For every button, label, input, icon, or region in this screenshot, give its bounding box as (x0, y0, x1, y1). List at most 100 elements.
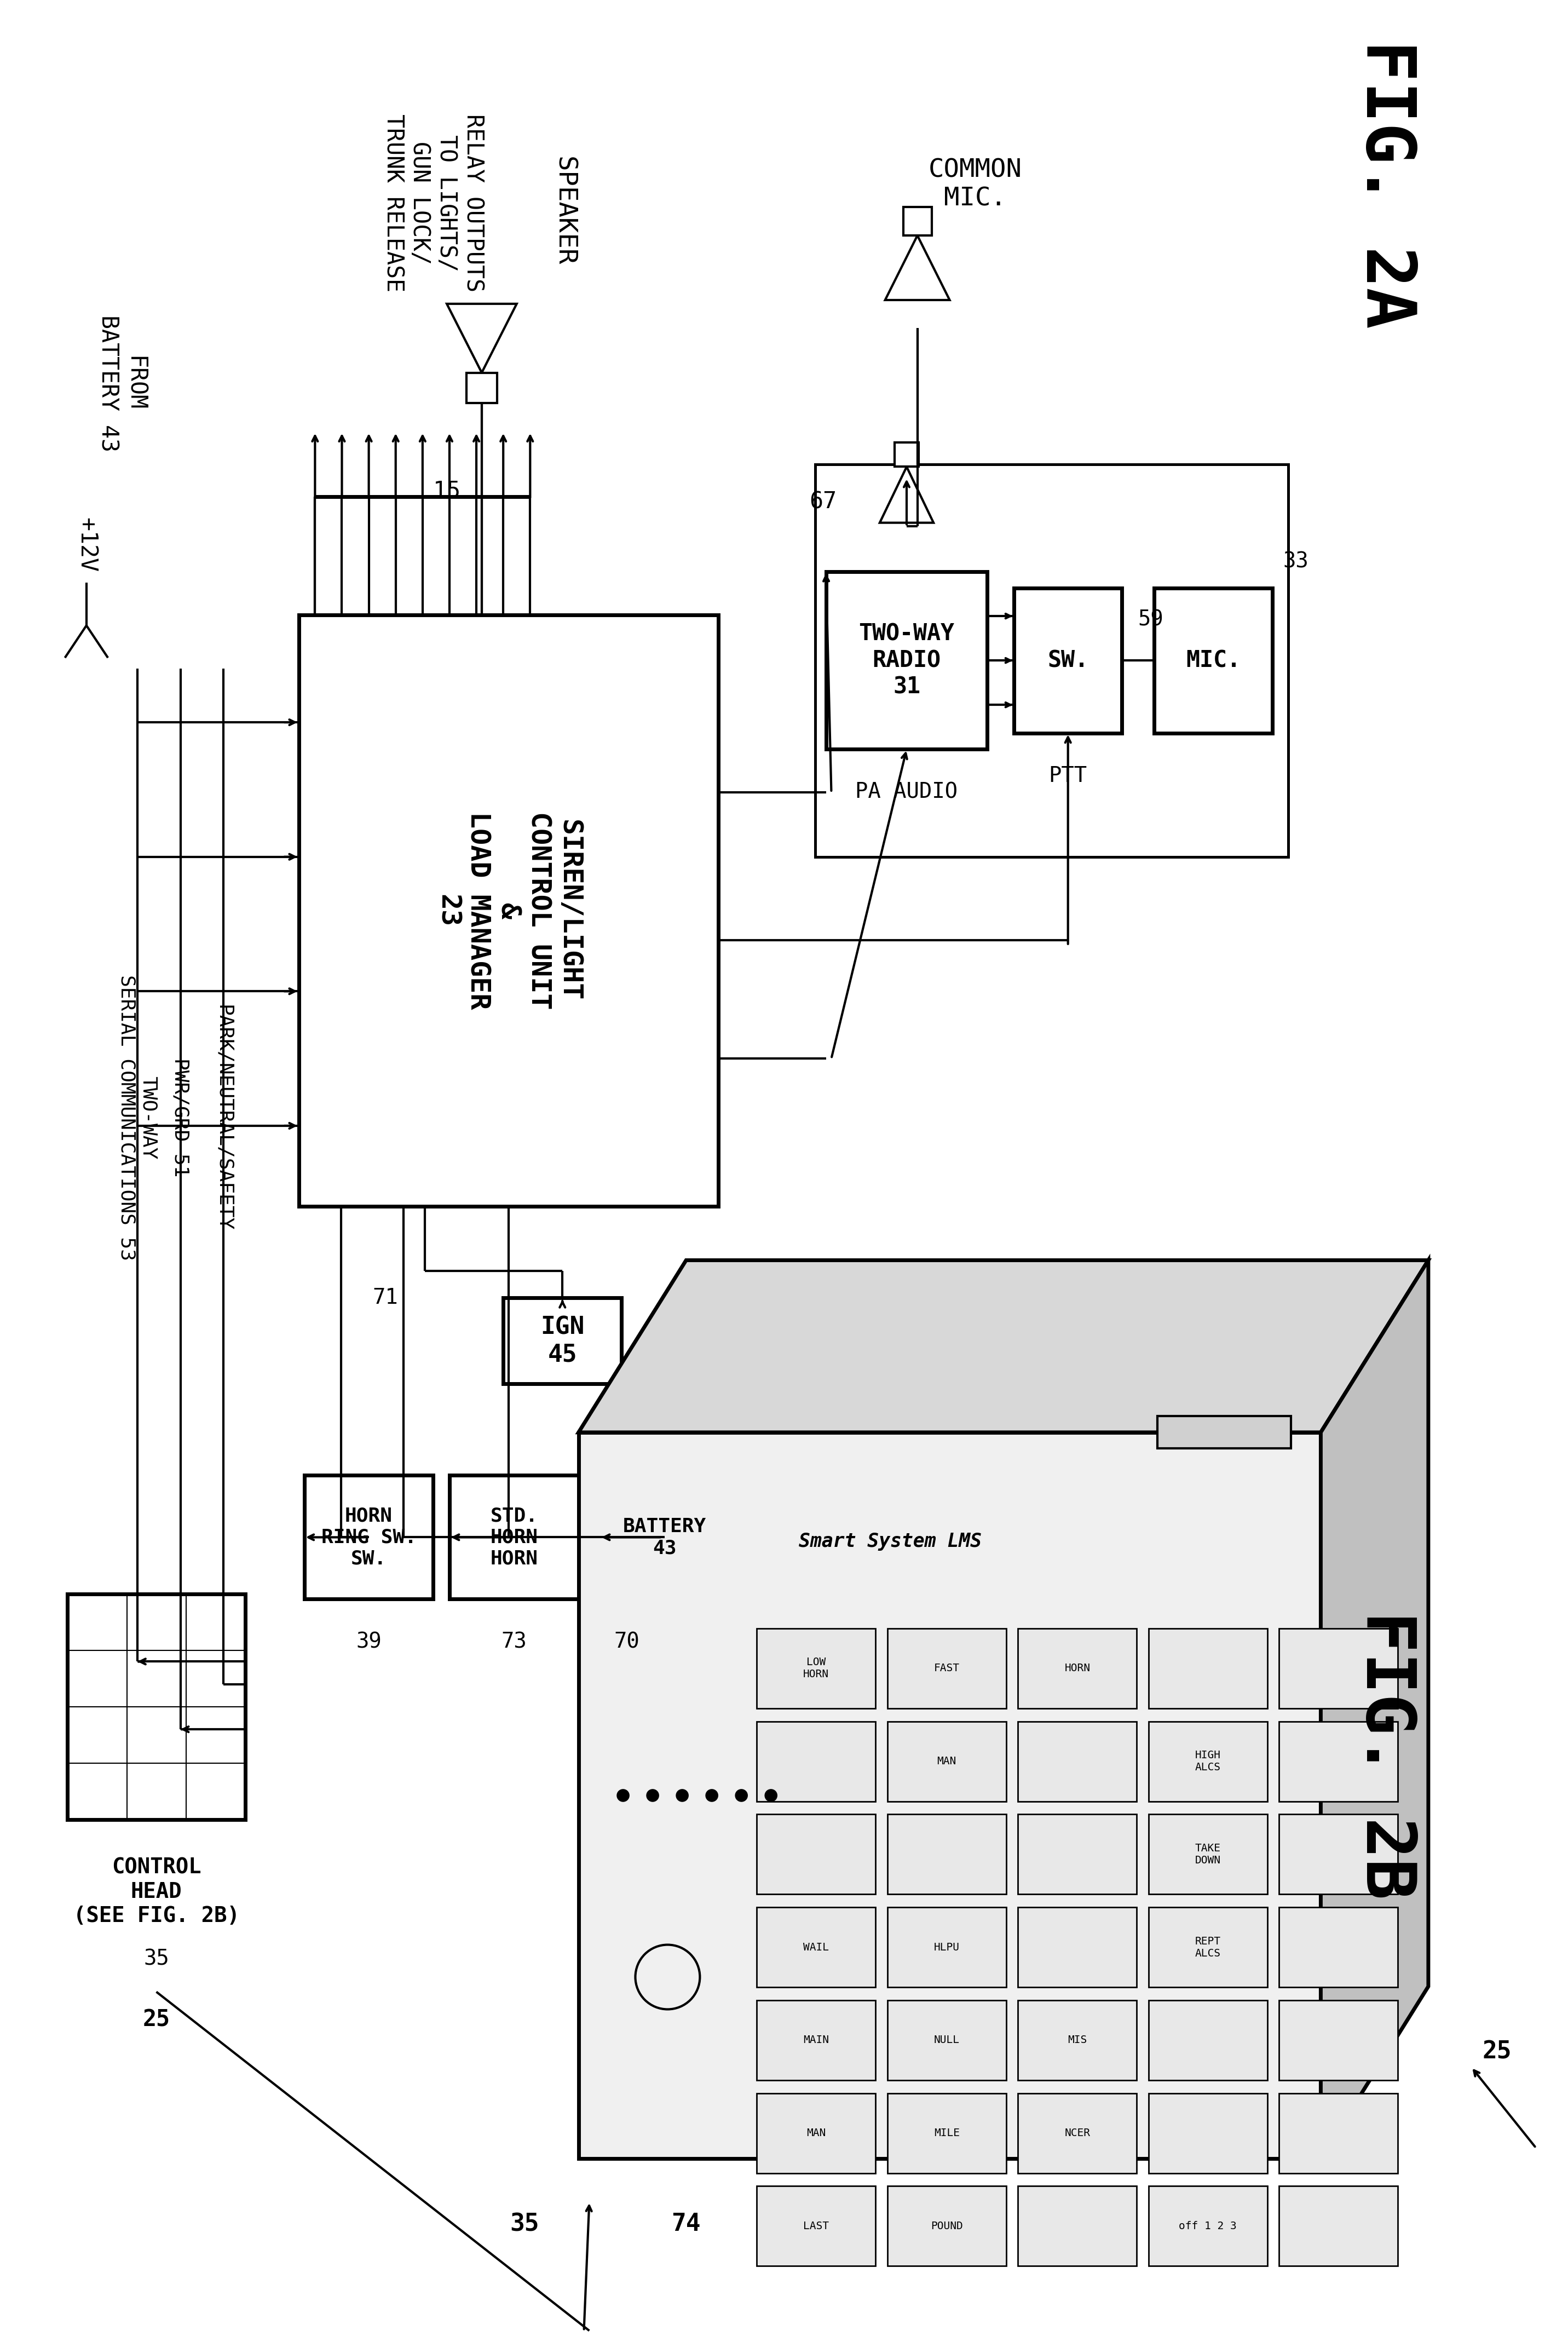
Bar (1018, 1815, 1137, 1895)
Bar (887, 2186, 1007, 2266)
Text: NCER: NCER (1065, 2127, 1090, 2139)
Circle shape (646, 1789, 659, 1801)
Bar (1157, 1416, 1290, 1449)
Bar (1149, 1907, 1267, 1986)
Text: POUND: POUND (930, 2221, 963, 2231)
Text: PA AUDIO: PA AUDIO (856, 782, 958, 803)
Bar (815, 465, 1289, 857)
Text: SIREN/LIGHT
CONTROL UNIT
&
LOAD MANAGER
23: SIREN/LIGHT CONTROL UNIT & LOAD MANAGER … (434, 812, 583, 1010)
Bar (1149, 2092, 1267, 2174)
Bar (67, 1594, 245, 1820)
Bar (895, 441, 919, 467)
Text: 35: 35 (510, 2212, 539, 2235)
Text: 73: 73 (502, 1632, 527, 1653)
Bar (1014, 587, 1121, 733)
Bar (757, 2000, 875, 2080)
Text: HIGH
ALCS: HIGH ALCS (1195, 1749, 1221, 1773)
Bar (1018, 1721, 1137, 1801)
Text: MIS: MIS (1068, 2036, 1087, 2045)
Bar (1018, 2092, 1137, 2174)
Bar (887, 1907, 1007, 1986)
Bar (757, 2186, 875, 2266)
Circle shape (706, 1789, 718, 1801)
Bar (1279, 1721, 1399, 1801)
Polygon shape (579, 1261, 1428, 1432)
Text: 15: 15 (433, 479, 461, 502)
Text: PTT: PTT (1049, 765, 1087, 787)
Text: 25: 25 (1482, 2040, 1512, 2064)
Text: NULL: NULL (935, 2036, 960, 2045)
Text: PWR/GRD 51: PWR/GRD 51 (171, 1059, 190, 1176)
Bar (757, 1907, 875, 1986)
Bar (503, 1298, 621, 1383)
Bar (757, 1815, 875, 1895)
Text: FIG. 2B: FIG. 2B (1352, 1611, 1419, 1900)
Bar (450, 1475, 579, 1599)
Text: SPEAKER: SPEAKER (552, 157, 577, 265)
Text: REPT
ALCS: REPT ALCS (1195, 1937, 1221, 1958)
Text: MAN: MAN (806, 2127, 826, 2139)
Bar (903, 207, 931, 235)
Bar (757, 2092, 875, 2174)
Bar (1018, 1907, 1137, 1986)
Bar (1149, 1815, 1267, 1895)
Text: TAKE
DOWN: TAKE DOWN (1195, 1843, 1221, 1867)
Circle shape (765, 1789, 778, 1801)
Text: 70: 70 (615, 1632, 640, 1653)
Text: 59: 59 (1138, 610, 1163, 629)
Bar (601, 1475, 729, 1599)
Text: Smart System LMS: Smart System LMS (798, 1531, 982, 1550)
Text: +12V: +12V (75, 517, 97, 573)
Bar (1018, 1630, 1137, 1709)
Text: BATTERY
43: BATTERY 43 (622, 1517, 706, 1557)
Text: WAIL: WAIL (803, 1942, 829, 1954)
Text: 74: 74 (671, 2212, 701, 2235)
Bar (1149, 1630, 1267, 1709)
Text: 39: 39 (356, 1632, 381, 1653)
Bar (1149, 1721, 1267, 1801)
Text: COMMON
MIC.: COMMON MIC. (928, 157, 1022, 211)
Bar (1279, 1630, 1399, 1709)
Polygon shape (1320, 1261, 1428, 2158)
Text: MAIN: MAIN (803, 2036, 829, 2045)
Text: IGN
45: IGN 45 (541, 1315, 585, 1367)
Text: 71: 71 (372, 1287, 398, 1308)
Text: SW.: SW. (1047, 648, 1088, 672)
Bar (1279, 1907, 1399, 1986)
Bar (887, 2092, 1007, 2174)
Bar (1279, 2000, 1399, 2080)
Text: 25: 25 (143, 2008, 169, 2031)
Polygon shape (579, 1432, 1320, 2158)
Bar (826, 571, 988, 749)
Text: TWO-WAY
SERIAL COMMUNICATIONS 53: TWO-WAY SERIAL COMMUNICATIONS 53 (118, 974, 158, 1261)
Circle shape (616, 1789, 629, 1801)
Bar (304, 1475, 433, 1599)
Text: MIC.: MIC. (1185, 648, 1240, 672)
Text: HLPU: HLPU (935, 1942, 960, 1954)
Text: MILE: MILE (935, 2127, 960, 2139)
Text: MAN: MAN (938, 1756, 956, 1766)
Text: LAST: LAST (803, 2221, 829, 2231)
Bar (757, 1721, 875, 1801)
Text: CONTROL
HEAD
(SEE FIG. 2B): CONTROL HEAD (SEE FIG. 2B) (74, 1857, 240, 1925)
Bar (887, 1630, 1007, 1709)
Text: off 1 2 3: off 1 2 3 (1179, 2221, 1237, 2231)
Text: PARK/NEUTRAL/SAFETY: PARK/NEUTRAL/SAFETY (215, 1005, 234, 1230)
Text: TWO-WAY
RADIO
31: TWO-WAY RADIO 31 (859, 622, 955, 700)
Bar (887, 2000, 1007, 2080)
Bar (299, 615, 718, 1207)
Bar (757, 1630, 875, 1709)
Bar (1149, 2000, 1267, 2080)
Bar (1154, 587, 1272, 733)
Text: FROM
BATTERY 43: FROM BATTERY 43 (97, 315, 146, 451)
Text: 35: 35 (144, 1949, 169, 1970)
Text: LOW
HORN: LOW HORN (803, 1658, 829, 1679)
Text: RELAY OUTPUTS
TO LIGHTS/
GUN LOCK/
TRUNK RELEASE: RELAY OUTPUTS TO LIGHTS/ GUN LOCK/ TRUNK… (383, 115, 485, 291)
Text: HORN: HORN (1065, 1662, 1090, 1674)
Bar (1279, 2092, 1399, 2174)
Bar (1279, 2186, 1399, 2266)
Bar (466, 373, 497, 404)
Text: 33: 33 (1283, 552, 1309, 571)
Text: HORN
RING SW.
SW.: HORN RING SW. SW. (321, 1507, 417, 1568)
Bar (887, 1815, 1007, 1895)
